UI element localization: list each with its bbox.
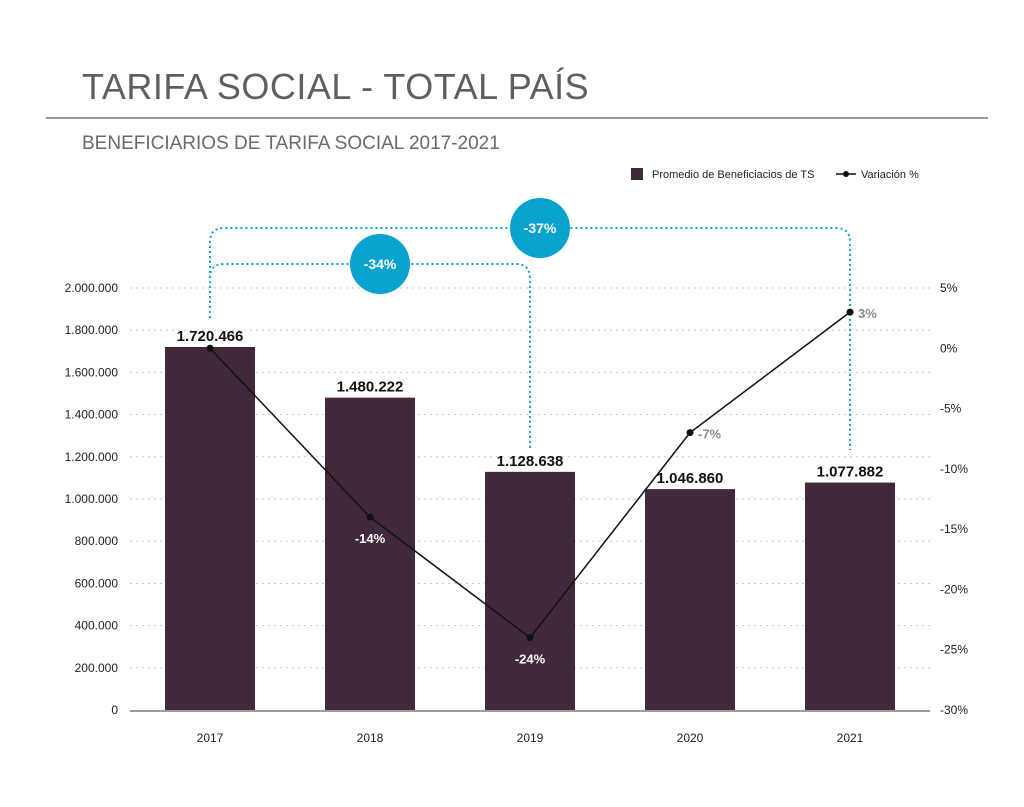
- legend: Promedio de Beneficiacios de TS Variación…: [631, 168, 919, 181]
- legend-swatch-bars: [631, 168, 643, 180]
- x-tick-label: 2020: [677, 731, 704, 745]
- y-left-tick-label: 0: [111, 703, 118, 717]
- x-tick-label: 2017: [197, 731, 224, 745]
- annotation-bracket: [209, 227, 851, 450]
- title-divider: [46, 117, 988, 119]
- y-left-tick-label: 1.400.000: [65, 408, 119, 422]
- variation-label: 3%: [858, 306, 877, 321]
- page-subtitle: BENEFICIARIOS DE TARIFA SOCIAL 2017-2021: [82, 133, 500, 154]
- page-title: TARIFA SOCIAL - TOTAL PAÍS: [82, 66, 590, 107]
- y-left-tick-label: 2.000.000: [65, 281, 119, 295]
- annotation-bracket: [209, 263, 531, 450]
- bar: [165, 346, 255, 710]
- variation-label: -24%: [515, 652, 546, 667]
- variation-point: [526, 634, 534, 642]
- bar: [645, 489, 735, 710]
- x-tick-label: 2021: [837, 731, 864, 745]
- annotation-circle: [350, 234, 410, 294]
- y-left-tick-label: 400.000: [75, 619, 119, 633]
- variation-label: -7%: [698, 427, 722, 442]
- legend-label-line: Variación %: [861, 169, 919, 181]
- y-left-tick-label: 800.000: [75, 534, 119, 548]
- bars: [165, 346, 895, 710]
- variation-label: -14%: [355, 531, 386, 546]
- bar-value-label: 1.128.638: [497, 453, 564, 470]
- variation-point: [206, 344, 214, 352]
- x-tick-label: 2018: [357, 731, 384, 745]
- bar: [485, 471, 575, 710]
- y-left-tick-label: 1.800.000: [65, 323, 119, 337]
- variation-point: [846, 308, 854, 316]
- annotation-circle: [510, 198, 570, 258]
- legend-label-bars: Promedio de Beneficiacios de TS: [652, 169, 814, 181]
- bar-value-label: 1.046.860: [657, 470, 724, 487]
- y-right-tick-label: -25%: [940, 643, 968, 657]
- bar: [325, 397, 415, 710]
- bar-value-label: 1.480.222: [337, 379, 404, 396]
- data-labels: 1.720.466 1.480.222 1.128.638 1.046.860 1.07…: [177, 306, 884, 667]
- y-right-tick-label: -20%: [940, 582, 968, 596]
- y-right-tick-label: 5%: [940, 281, 958, 295]
- variation-point: [366, 513, 374, 521]
- y-right-tick-label: -15%: [940, 522, 968, 536]
- y-right-tick-label: -10%: [940, 462, 968, 476]
- variation-point: [686, 429, 694, 437]
- annotation-label: -34%: [364, 256, 397, 272]
- y-right-tick-label: -5%: [940, 402, 962, 416]
- y-left-tick-label: 1.000.000: [65, 492, 119, 506]
- y-left-tick-label: 1.200.000: [65, 450, 119, 464]
- y-right-tick-label: -30%: [940, 703, 968, 717]
- y-left-tick-label: 600.000: [75, 576, 119, 590]
- x-tick-label: 2019: [517, 731, 544, 745]
- variation-line: [206, 308, 854, 642]
- y-right-tick-label: 0%: [940, 341, 958, 355]
- gridlines: [130, 287, 930, 669]
- annotation-label: -37%: [524, 220, 557, 236]
- y-left-tick-label: 1.600.000: [65, 365, 119, 379]
- legend-swatch-marker: [843, 171, 849, 177]
- bar: [805, 482, 895, 710]
- axes: 0 200.000 400.000 600.000 800.000 1.000.000 1.…: [65, 281, 969, 745]
- y-left-tick-label: 200.000: [75, 661, 119, 675]
- annotation-brackets: -37% -34%: [209, 198, 851, 450]
- bar-value-label: 1.720.466: [177, 328, 244, 345]
- bar-value-label: 1.077.882: [817, 464, 884, 481]
